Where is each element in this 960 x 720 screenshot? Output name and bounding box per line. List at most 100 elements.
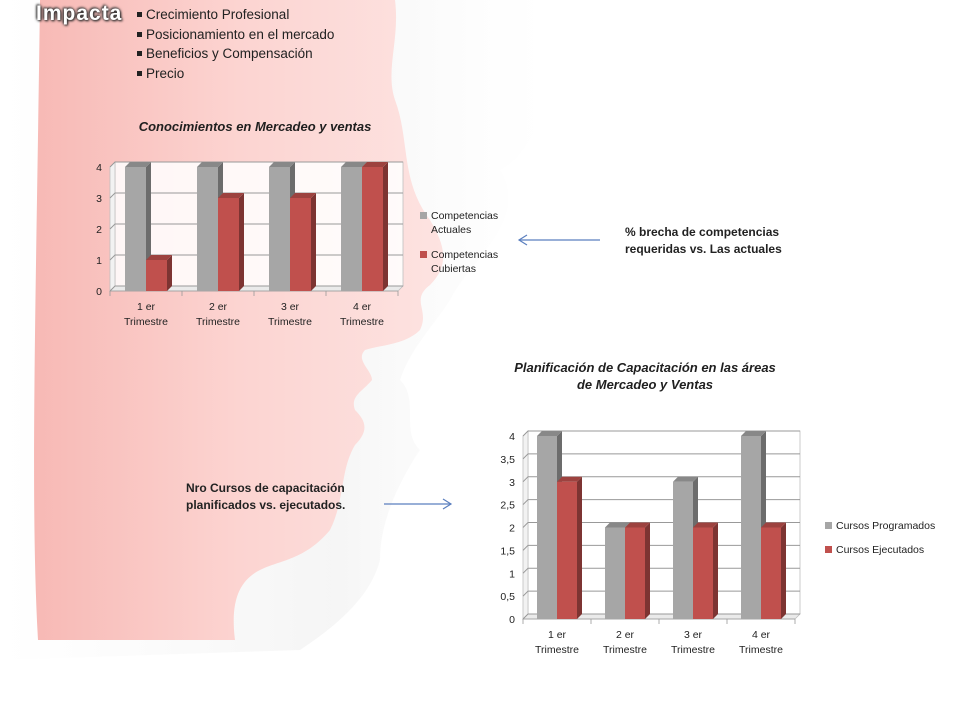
annotation-line: planificados vs. ejecutados. [186, 498, 346, 512]
x-tick-label: Trimestre [124, 316, 168, 328]
legend-swatch [825, 546, 832, 553]
bar [625, 522, 650, 619]
gridline [522, 476, 800, 483]
gridline [522, 453, 800, 460]
legend-swatch [825, 522, 832, 529]
chart-title: de Mercadeo y Ventas [577, 377, 713, 392]
gridline [522, 430, 800, 437]
bar [290, 193, 316, 291]
legend-label: Cursos Programados [836, 520, 935, 532]
x-tick-label: 3 er [281, 301, 300, 313]
x-tick-label: Trimestre [739, 644, 783, 656]
y-tick-label: 2 [509, 523, 515, 535]
bar-front [693, 527, 713, 619]
bar-front [761, 527, 781, 619]
x-tick-label: 2 er [209, 301, 228, 313]
bar-top [741, 431, 766, 436]
legend-label: Competencias [431, 210, 498, 222]
y-tick-label: 1 [509, 568, 515, 580]
bar-side [645, 522, 650, 619]
gridline [522, 499, 800, 505]
bar-front [218, 198, 239, 291]
bar-top [290, 193, 316, 198]
y-tick-label: 3 [96, 193, 102, 205]
bullet-item: Crecimiento Profesional [136, 5, 334, 25]
legend-label: Cursos Ejecutados [836, 544, 924, 556]
chart-title: Conocimientos en Mercadeo y ventas [139, 119, 372, 134]
bullet-item: Precio [136, 64, 334, 84]
x-tick-label: Trimestre [535, 644, 579, 656]
annotation-line: requeridas vs. Las actuales [625, 242, 782, 256]
bar-top [557, 476, 582, 482]
x-tick-label: Trimestre [268, 316, 312, 328]
bullet-item: Beneficios y Compensación [136, 44, 334, 64]
y-tick-label: 0,5 [500, 591, 515, 603]
bar-top [146, 255, 172, 260]
bar-front [537, 436, 557, 619]
bar-front [290, 198, 311, 291]
y-tick-label: 3,5 [500, 454, 515, 466]
bar-top [197, 162, 223, 167]
bar-front [197, 167, 218, 291]
y-tick-label: 4 [509, 431, 515, 443]
bar-side [239, 193, 244, 291]
bar-front [146, 260, 167, 291]
x-tick-label: 4 er [752, 629, 771, 641]
x-tick-label: 1 er [548, 629, 567, 641]
arrow-right-icon [384, 498, 453, 510]
arrow-left-icon [517, 234, 600, 246]
legend-swatch [420, 251, 427, 258]
bar-front [741, 436, 761, 619]
bar-front [673, 481, 693, 619]
y-tick-label: 1 [96, 255, 102, 267]
y-tick-label: 2 [96, 224, 102, 236]
legend-label: Competencias [431, 249, 498, 261]
bar [693, 522, 718, 619]
y-tick-label: 1,5 [500, 545, 515, 557]
bar [557, 476, 582, 619]
bar-front [341, 167, 362, 291]
x-tick-label: 1 er [137, 301, 156, 313]
impact-bullet-list: Crecimiento Profesional Posicionamiento … [136, 5, 334, 83]
x-tick-label: Trimestre [196, 316, 240, 328]
y-tick-label: 3 [509, 477, 515, 489]
bar-top [605, 522, 630, 528]
y-tick-label: 2,5 [500, 500, 515, 512]
x-tick-label: Trimestre [671, 644, 715, 656]
bar [761, 522, 786, 619]
bar [218, 193, 244, 291]
bar-front [557, 481, 577, 619]
x-tick-label: 2 er [616, 629, 635, 641]
x-tick-label: 4 er [353, 301, 372, 313]
legend-swatch [420, 212, 427, 219]
bar-side [311, 193, 316, 291]
bar-side [383, 162, 388, 291]
bar-top [125, 162, 151, 167]
annotation-line: Nro Cursos de capacitación [186, 481, 345, 495]
bar-front [362, 167, 383, 291]
bar [146, 255, 172, 291]
bullet-item: Posicionamiento en el mercado [136, 25, 334, 45]
bar-top [362, 162, 388, 167]
x-tick-label: Trimestre [340, 316, 384, 328]
bar-top [761, 522, 786, 528]
x-tick-label: 3 er [684, 629, 703, 641]
bar-front [605, 527, 625, 619]
bar [362, 162, 388, 291]
bar-side [167, 255, 172, 291]
bar-front [625, 527, 645, 619]
bar-side [577, 476, 582, 619]
annotation-competencias: % brecha de competencias requeridas vs. … [625, 224, 782, 258]
bar-top [537, 431, 562, 436]
bar-top [341, 162, 367, 167]
bar-front [125, 167, 146, 291]
legend-label: Cubiertas [431, 263, 476, 275]
x-tick-label: Trimestre [603, 644, 647, 656]
page-title: Impacta [36, 2, 123, 25]
gridline [109, 161, 403, 168]
bar-top [673, 476, 698, 482]
y-tick-label: 0 [96, 286, 102, 298]
